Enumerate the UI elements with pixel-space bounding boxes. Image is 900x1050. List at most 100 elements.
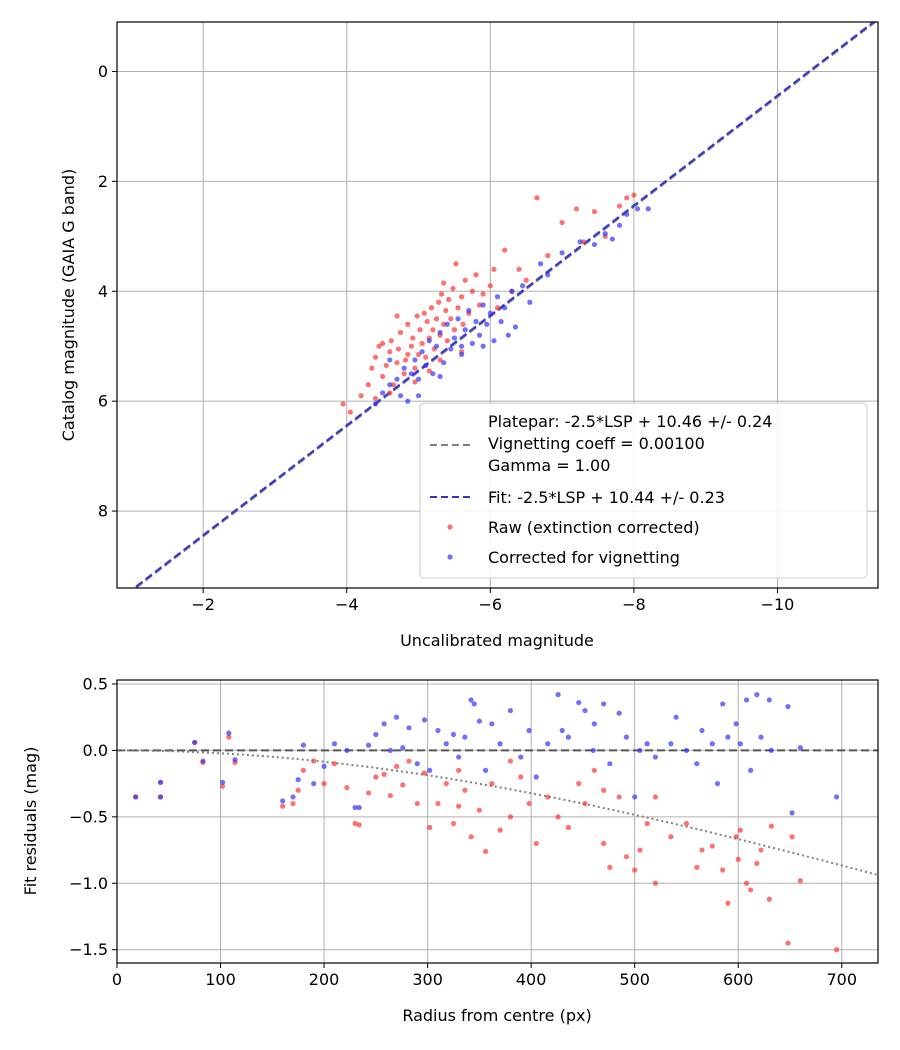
corrected-point [476, 718, 482, 724]
corrected-point [694, 761, 700, 767]
corrected-point [518, 754, 524, 760]
raw-point [591, 767, 597, 773]
x-tick-label: 600 [723, 970, 754, 989]
corrected-point [380, 390, 386, 396]
y-tick-label: 4 [98, 282, 108, 301]
raw-point [833, 947, 840, 953]
raw-point [533, 840, 539, 847]
raw-point [388, 338, 394, 344]
y-tick-label: 6 [98, 392, 108, 411]
raw-point [423, 354, 429, 360]
raw-point [300, 767, 306, 773]
raw-point [573, 206, 580, 212]
corrected-point [537, 261, 544, 267]
corrected-point [725, 734, 731, 740]
corrected-point [489, 721, 495, 727]
raw-point [545, 252, 551, 259]
raw-point [725, 900, 731, 906]
raw-point [482, 848, 489, 854]
raw-point [387, 792, 393, 799]
raw-point [494, 305, 501, 311]
vignetting-curve [117, 749, 878, 876]
corrected-point [419, 349, 425, 355]
bottom-chart: 0 100 200 300 400 500 600 700 0.5 0.0 −0.5 −1.0 −1.5… [21, 674, 879, 1025]
legend-raw-label: Raw (extinction corrected) [488, 518, 700, 537]
corrected-point [133, 794, 139, 800]
raw-point [408, 343, 414, 349]
raw-point [446, 296, 452, 303]
corrected-point [426, 338, 432, 344]
corrected-point [352, 804, 358, 811]
corrected-point [609, 236, 615, 242]
raw-point [430, 327, 436, 333]
corrected-point [423, 362, 429, 369]
raw-point [412, 365, 418, 371]
raw-point [456, 767, 462, 773]
y-tick-label: 8 [98, 502, 108, 521]
raw-point [421, 310, 427, 316]
raw-point [436, 299, 442, 305]
x-tick-label: 500 [619, 970, 650, 989]
corrected-point [435, 727, 441, 734]
corrected-point [526, 727, 532, 734]
corrected-point [497, 741, 503, 747]
raw-point [441, 280, 447, 286]
x-tick-label: 400 [516, 970, 547, 989]
raw-point [397, 329, 404, 336]
raw-point [365, 382, 371, 388]
x-tick-label: −6 [479, 595, 503, 614]
corrected-point [545, 741, 551, 747]
raw-point [226, 734, 232, 740]
raw-point [443, 307, 449, 314]
corrected-point [559, 727, 565, 734]
raw-point [624, 195, 630, 201]
bottom-tick-labels: 0 100 200 300 400 500 600 700 0.5 0.0 −0.5 −1.0 −1.5 [69, 674, 857, 989]
corrected-point [437, 373, 443, 380]
corrected-point [456, 754, 462, 760]
legend-raw-marker [447, 524, 453, 530]
corrected-point [509, 288, 515, 294]
corrected-point [683, 747, 690, 754]
corrected-point [714, 781, 721, 787]
corrected-point [321, 763, 327, 769]
corrected-point [220, 779, 226, 785]
corrected-point [365, 742, 372, 748]
corrected-point [576, 699, 582, 706]
raw-point [340, 401, 346, 407]
raw-point [526, 800, 532, 807]
raw-point [709, 843, 715, 849]
raw-point [459, 294, 465, 300]
top-tick-labels: −2 −4 −6 −8 −10 0 2 4 6 8 [98, 62, 795, 614]
corrected-point [441, 360, 447, 366]
corrected-point [527, 299, 533, 305]
corrected-point [623, 734, 630, 740]
raw-point [497, 827, 503, 833]
raw-point [387, 390, 393, 396]
raw-point [372, 395, 379, 402]
corrected-point [437, 329, 443, 336]
raw-point [395, 346, 402, 352]
raw-point [502, 247, 508, 253]
raw-point [797, 878, 803, 884]
raw-point [652, 794, 658, 800]
corrected-point [443, 741, 449, 747]
raw-point [372, 354, 379, 360]
corrected-point [295, 777, 301, 783]
corrected-point [408, 371, 414, 377]
corrected-point [427, 767, 433, 773]
raw-point [489, 781, 495, 787]
raw-point [473, 272, 479, 278]
x-tick-label: 100 [205, 970, 236, 989]
corrected-point [448, 346, 454, 352]
raw-point [480, 291, 486, 297]
raw-point [601, 787, 607, 793]
corrected-point [491, 338, 497, 344]
raw-point [403, 357, 409, 363]
raw-point [433, 316, 440, 322]
raw-point [444, 338, 450, 344]
corrected-point [577, 239, 583, 245]
raw-point [426, 368, 432, 374]
raw-point [476, 302, 483, 308]
corrected-point [406, 725, 412, 731]
corrected-point [480, 302, 486, 308]
